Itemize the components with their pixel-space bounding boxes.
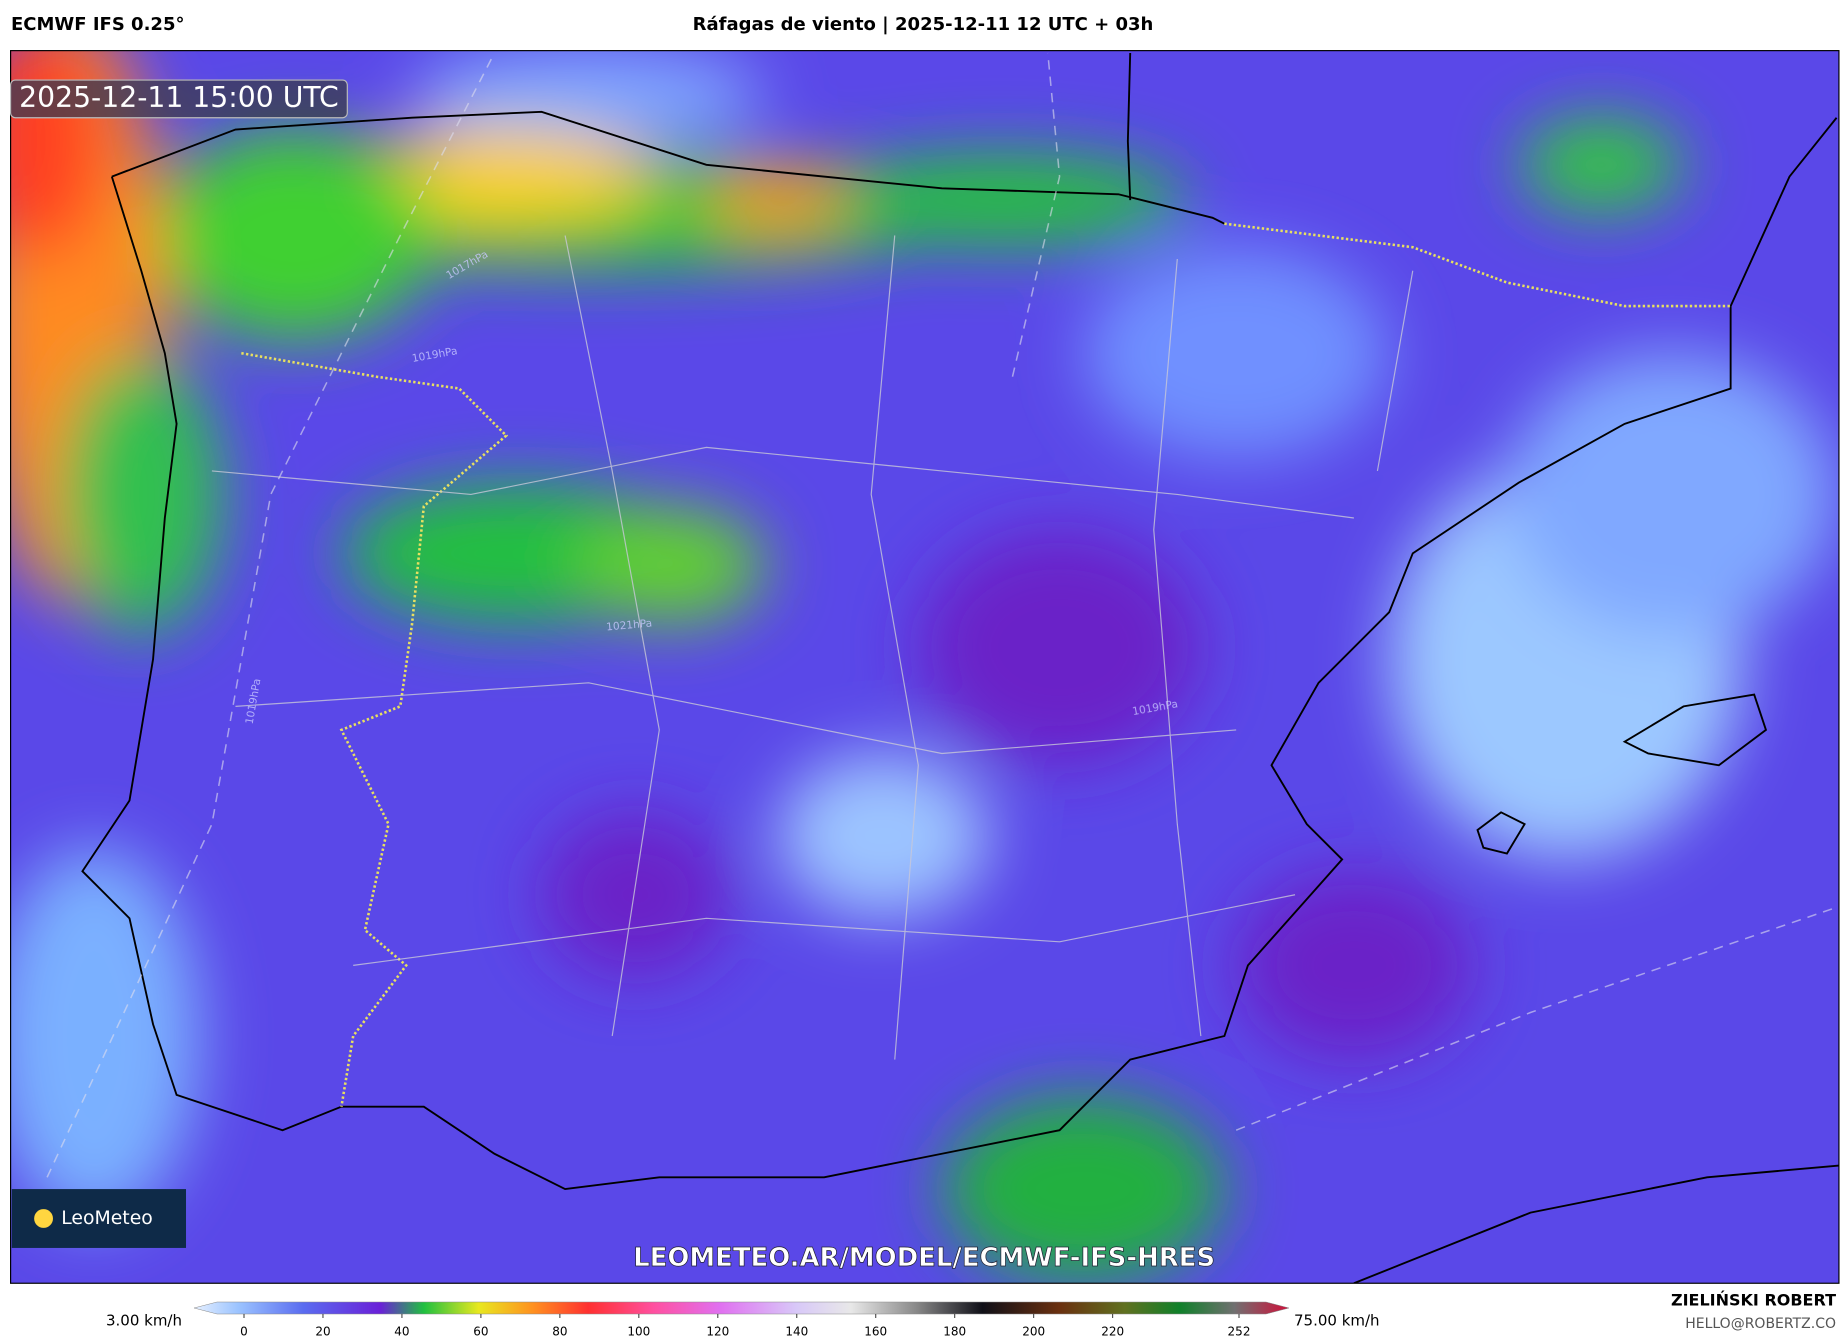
colorbar-tick-label: 0 [240,1325,248,1339]
timestamp: 2025-12-11 15:00 UTC [19,81,339,114]
colorbar-tick-label: 220 [1101,1325,1124,1339]
wind-field [10,50,1839,1284]
colorbar-tick-label: 100 [627,1325,650,1339]
colorbar-tick-label: 120 [706,1325,729,1339]
colorbar-tick-label: 40 [394,1325,409,1339]
map-title: Ráfagas de viento | 2025-12-11 12 UTC + … [693,14,1154,35]
colorbar [193,1301,1290,1315]
colorbar-max: 75.00 km/h [1294,1312,1380,1330]
author: ZIELIŃSKI ROBERT [1671,1291,1836,1310]
model-name: ECMWF IFS 0.25° [11,14,184,35]
colorbar-min: 3.00 km/h [106,1312,182,1330]
timestamp-box [10,79,348,119]
isobar-label: 1021hPa [606,618,653,634]
colorbar-tick-label: 200 [1022,1325,1045,1339]
colorbar-ticks: 0 20 40 60 80 100 120 140 160 180 200 220 252 [240,1314,1250,1339]
colorbar-tick-label: 180 [943,1325,966,1339]
colorbar-tick-label: 160 [864,1325,887,1339]
colorbar-tick-label: 20 [315,1325,330,1339]
logo: LeoMeteo [61,1208,153,1229]
colorbar-tick-label: 60 [473,1325,488,1339]
colorbar-tick-label: 80 [552,1325,567,1339]
email: HELLO@ROBERTZ.CO [1685,1316,1836,1332]
logo-sun [34,1209,53,1228]
map-frame [10,50,1840,1284]
colorbar-tick-label: 252 [1228,1325,1251,1339]
colorbar-tick-label: 140 [785,1325,808,1339]
model-url: LEOMETEO.AR/MODEL/ECMWF-IFS-HRES [633,1243,1215,1273]
